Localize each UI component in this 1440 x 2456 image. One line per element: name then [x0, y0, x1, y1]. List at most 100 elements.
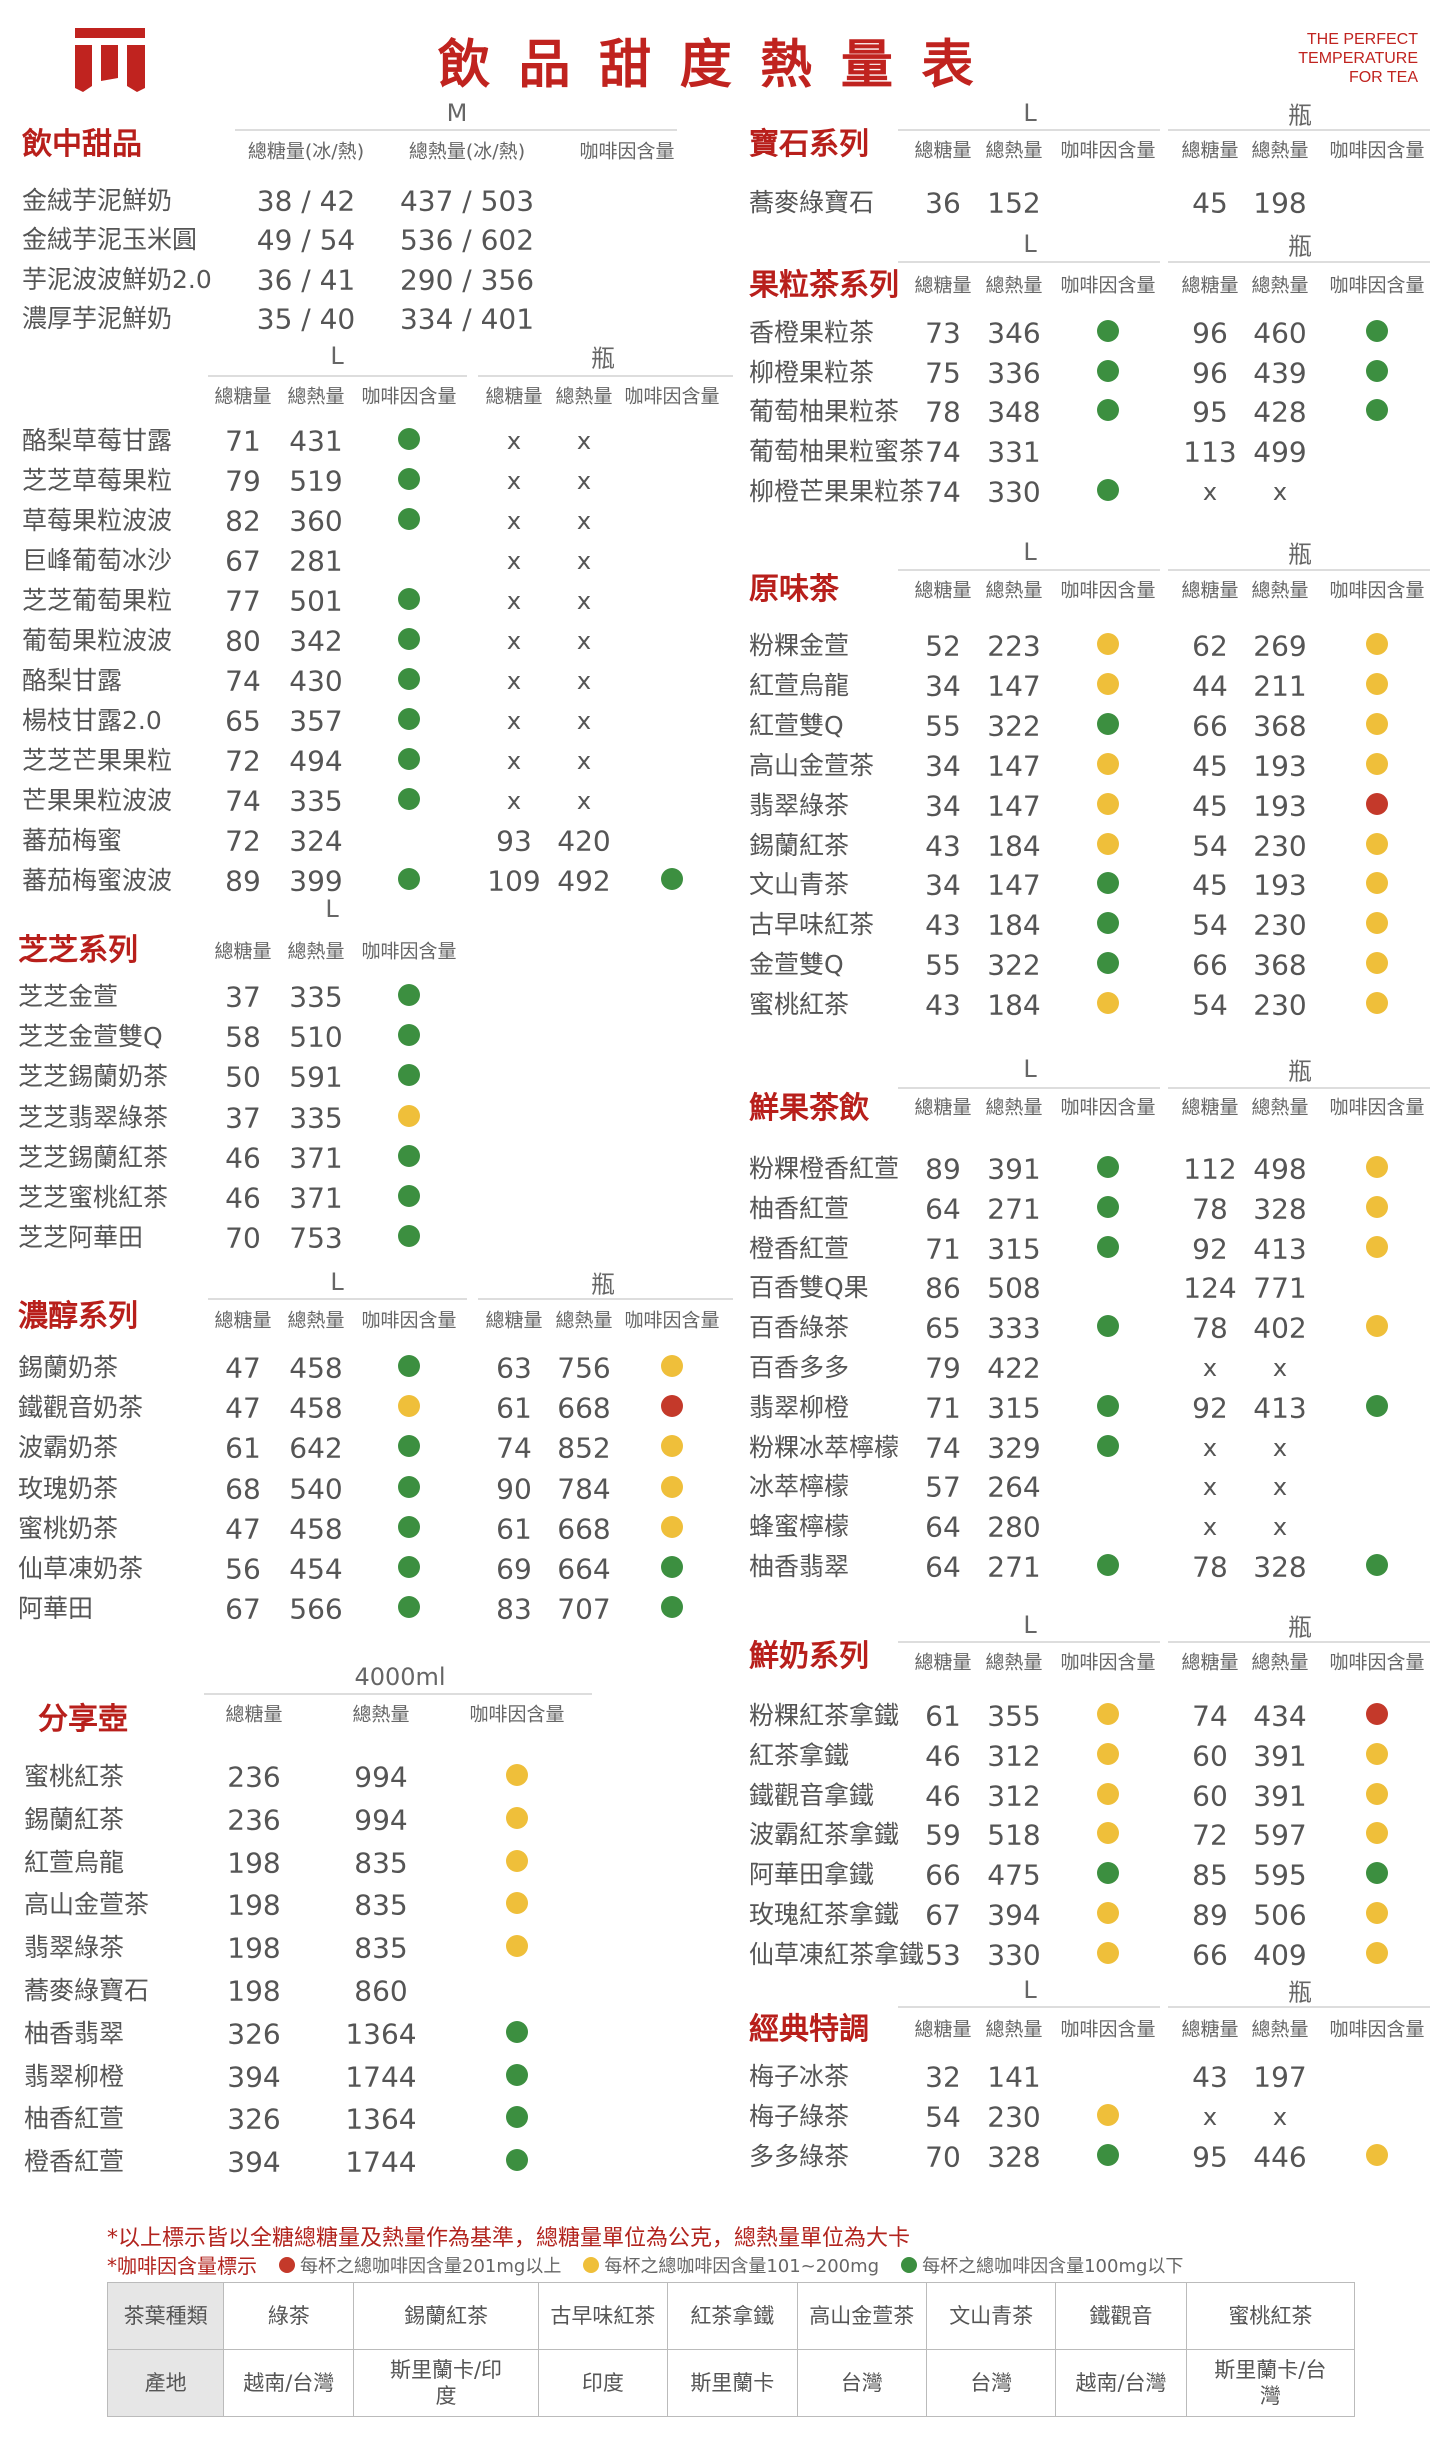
value-cell: 193 [1253, 868, 1307, 902]
value-cell: 281 [289, 544, 343, 578]
section-title: 濃醇系列 [18, 1300, 138, 1333]
value-cell: 394 [227, 2145, 281, 2179]
value-cell: 326 [227, 2102, 281, 2136]
drink-name: 蕃茄梅蜜波波 [22, 866, 173, 895]
legend-text: 每杯之總咖啡因含量201mg以上 [300, 2255, 562, 2277]
drink-name: 紅茶拿鐵 [749, 1740, 850, 1770]
value-cell: 70 [225, 1221, 261, 1255]
value-cell: 78 [925, 395, 961, 429]
value-cell: 707 [557, 1592, 611, 1626]
caffeine-legend: *咖啡因含量標示 每杯之總咖啡因含量201mg以上 每杯之總咖啡因含量101~2… [107, 2250, 1183, 2279]
value-cell: 198 [227, 1888, 281, 1922]
value-cell: 368 [1253, 948, 1307, 982]
column-header: 總熱量 [985, 2018, 1043, 2041]
drink-name: 阿華田 [18, 1594, 94, 1624]
column-header: 總熱量 [555, 385, 613, 408]
value-cell: 236 [227, 1803, 281, 1837]
column-header: 總熱量(冰/熱) [408, 140, 526, 163]
value-cell: x [1272, 1354, 1288, 1382]
tea-cell: 高山金萱茶 [796, 2282, 927, 2350]
caffeine-yellow-dot-icon [1097, 633, 1119, 655]
tea-cell: 紅茶拿鐵 [667, 2282, 798, 2350]
caffeine-green-dot-icon [1097, 1434, 1119, 1457]
value-cell: 46 [925, 1739, 961, 1773]
value-cell: 77 [225, 584, 261, 618]
caffeine-yellow-dot-icon [1366, 2143, 1388, 2166]
drink-name: 古早味紅茶 [749, 910, 875, 940]
value-cell: 312 [987, 1779, 1041, 1813]
value-cell: 510 [289, 1020, 343, 1054]
drink-name: 芝芝翡翠綠茶 [18, 1102, 169, 1132]
value-cell: 860 [354, 1974, 408, 2008]
drink-name: 蜂蜜檸檬 [749, 1512, 850, 1542]
value-cell: x [576, 787, 592, 815]
value-cell: 89 [1192, 1898, 1228, 1932]
value-cell: 336 [987, 356, 1041, 390]
caffeine-green-dot-icon [398, 428, 420, 450]
caffeine-yellow-dot-icon [1366, 1156, 1388, 1178]
value-cell: 184 [987, 908, 1041, 942]
value-cell: 95 [1192, 2140, 1228, 2174]
value-cell: 230 [987, 2100, 1041, 2134]
value-cell: x [1202, 1473, 1218, 1502]
yellow-dot-icon [583, 2256, 600, 2273]
caffeine-yellow-dot-icon [661, 1435, 683, 1458]
caffeine-yellow-dot-icon [1366, 952, 1388, 975]
size-label: M [446, 99, 468, 127]
value-cell: 342 [289, 624, 343, 658]
value-cell: 60 [1192, 1739, 1228, 1773]
size-divider [1168, 261, 1430, 263]
column-header: 總熱量 [985, 139, 1043, 162]
value-cell: 80 [225, 624, 261, 658]
caffeine-green-dot-icon [398, 1064, 420, 1087]
column-header: 總糖量(冰/熱) [247, 140, 365, 163]
caffeine-green-dot-icon [398, 628, 420, 650]
value-cell: 236 [227, 1760, 281, 1794]
value-cell: 124 [1183, 1271, 1237, 1305]
value-cell: 47 [225, 1351, 261, 1385]
value-cell: 664 [557, 1552, 611, 1586]
value-cell: 50 [225, 1060, 261, 1094]
drink-name: 百香綠茶 [749, 1313, 850, 1343]
value-cell: 454 [289, 1552, 343, 1586]
value-cell: 1744 [345, 2060, 417, 2094]
drink-name: 芝芝芒果果粒 [22, 746, 173, 775]
origin-cell: 斯里蘭卡 [667, 2349, 798, 2417]
caffeine-yellow-dot-icon [1366, 872, 1388, 895]
value-cell: 32 [925, 2060, 961, 2094]
column-header: 咖啡因含量 [624, 1309, 720, 1332]
caffeine-green-dot-icon [661, 1596, 683, 1619]
column-header: 總熱量 [1251, 274, 1309, 297]
size-label: L [330, 342, 344, 370]
caffeine-green-dot-icon [398, 1144, 420, 1167]
value-cell: 49 / 54 [256, 223, 356, 257]
value-cell: 184 [987, 988, 1041, 1022]
caffeine-green-dot-icon [1097, 1554, 1119, 1576]
caffeine-green-dot-icon [1097, 359, 1119, 382]
caffeine-green-dot-icon [661, 868, 683, 890]
value-cell: 1364 [345, 2102, 417, 2136]
size-label: 瓶 [1288, 232, 1312, 261]
column-header: 總熱量 [985, 274, 1043, 297]
caffeine-yellow-dot-icon [398, 1104, 420, 1127]
column-header: 總糖量 [914, 139, 972, 162]
value-cell: 431 [289, 424, 343, 458]
caffeine-yellow-dot-icon [1366, 832, 1388, 855]
value-cell: 458 [289, 1351, 343, 1385]
legend-item-high: 每杯之總咖啡因含量201mg以上 [279, 2252, 561, 2278]
caffeine-green-dot-icon [398, 1185, 420, 1207]
caffeine-yellow-dot-icon [1366, 1782, 1388, 1805]
value-cell: 55 [925, 948, 961, 982]
value-cell: 34 [925, 789, 961, 823]
value-cell: 1364 [345, 2017, 417, 2051]
caffeine-yellow-dot-icon [506, 1849, 528, 1872]
caffeine-green-dot-icon [398, 788, 420, 810]
caffeine-yellow-dot-icon [1097, 1941, 1119, 1964]
value-cell: x [506, 467, 522, 495]
section-title: 鮮果茶飲 [749, 1092, 869, 1125]
value-cell: 44 [1192, 669, 1228, 703]
value-cell: 280 [987, 1510, 1041, 1544]
drink-name: 芝芝錫蘭奶茶 [18, 1062, 169, 1092]
value-cell: 147 [987, 868, 1041, 902]
value-cell: 271 [987, 1550, 1041, 1584]
